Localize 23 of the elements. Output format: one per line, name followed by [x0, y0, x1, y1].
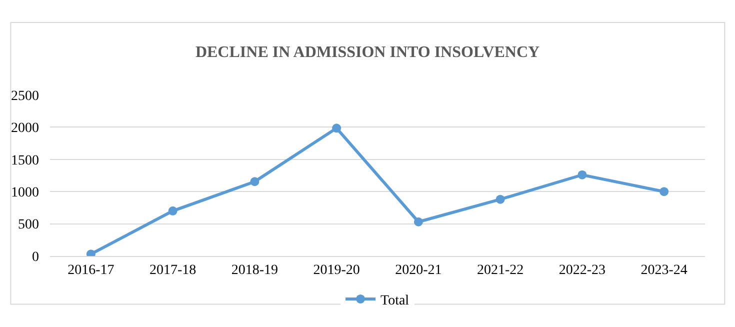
- legend-label: Total: [380, 293, 410, 308]
- x-tick-label: 2021-22: [476, 262, 524, 278]
- point: [496, 194, 505, 204]
- point: [578, 170, 587, 180]
- x-tick-label: 2016-17: [68, 262, 114, 278]
- x-tick-label: 2019-20: [313, 262, 360, 278]
- x-tick-label: 2022-23: [558, 262, 606, 278]
- y-tick-label: 500: [18, 218, 39, 233]
- x-tick-label: 2018-19: [231, 262, 278, 278]
- y-tick-label: 2000: [11, 121, 39, 136]
- x-tick-label: 2023-24: [640, 262, 688, 278]
- y-tick-label: 1000: [11, 186, 39, 200]
- y-tick-label: 1500: [11, 153, 39, 168]
- y-tick-label: 0: [32, 250, 39, 265]
- y-tick-label: 2500: [11, 88, 39, 104]
- point: [332, 124, 342, 133]
- x-tick-label: 2017-18: [149, 262, 196, 278]
- point: [660, 187, 669, 196]
- point: [250, 177, 260, 186]
- x-tick-label: 2020-21: [395, 262, 442, 278]
- chart-title: DECLINE IN ADMISSION INTO INSOLVENCY: [195, 44, 540, 61]
- point: [168, 206, 178, 216]
- point: [414, 217, 423, 226]
